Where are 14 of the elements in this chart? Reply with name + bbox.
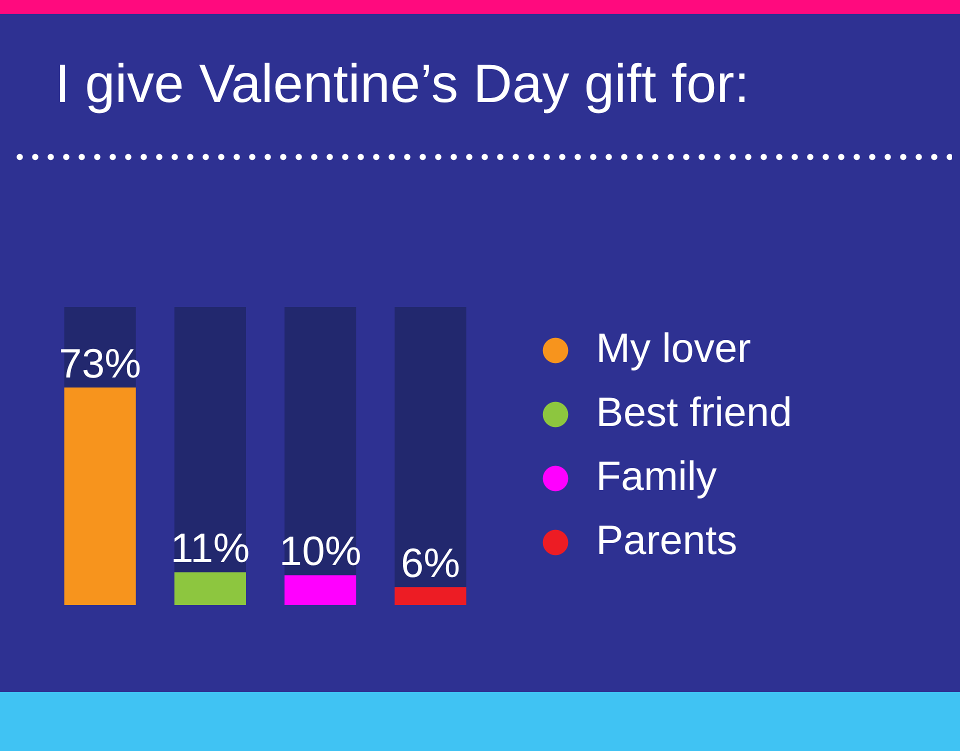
bar [64, 387, 136, 605]
data-label: 10% [279, 528, 362, 574]
data-label: 73% [59, 340, 142, 386]
legend-label: Parents [596, 516, 738, 563]
data-label: 11% [170, 525, 250, 572]
bar [284, 575, 356, 605]
data-label: 6% [400, 540, 460, 586]
legend-label: Best friend [596, 388, 792, 435]
bar [174, 572, 246, 605]
chart-title: I give Valentine’s Day gift for: [55, 53, 750, 116]
legend-label: My lover [596, 324, 751, 371]
bar [394, 307, 466, 588]
bar [394, 587, 466, 605]
legend-label: Family [596, 452, 718, 499]
